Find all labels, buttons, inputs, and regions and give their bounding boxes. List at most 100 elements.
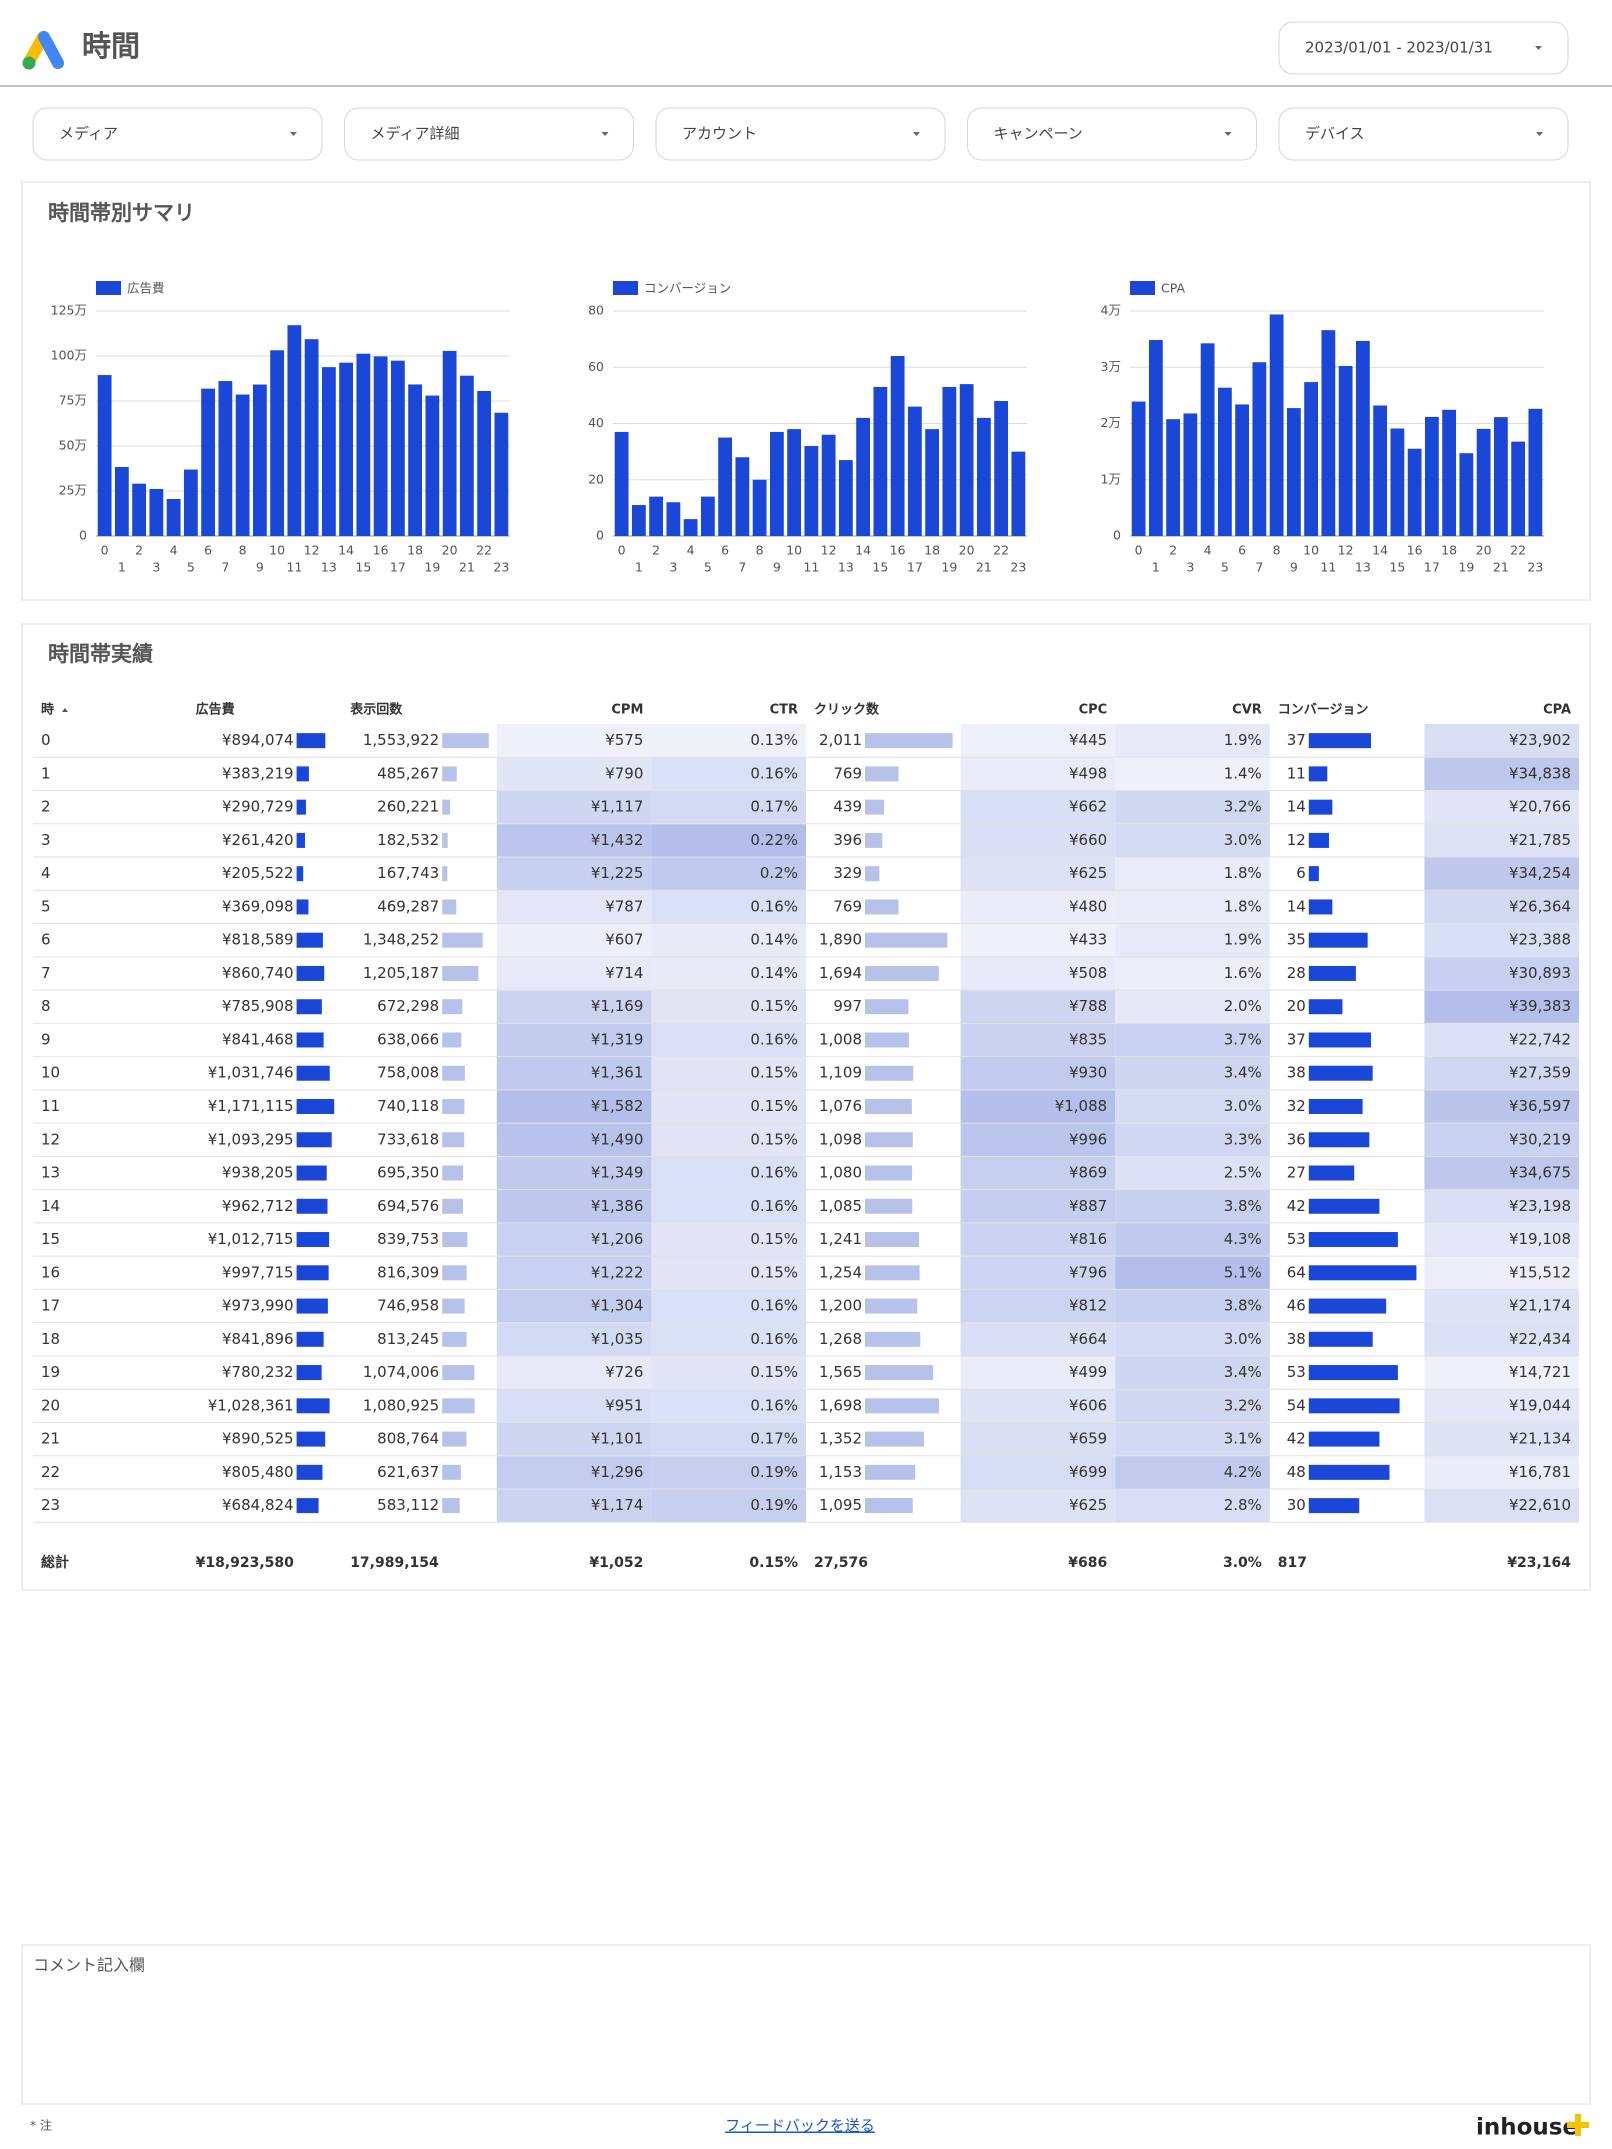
cell-value: 1,098 (819, 1130, 862, 1148)
cell-bar (1308, 1331, 1373, 1347)
x-tick-label: 15 (872, 560, 888, 575)
heat-cell (496, 724, 652, 758)
filter-box[interactable] (967, 107, 1257, 161)
filter-label[interactable]: デバイス (1305, 125, 1365, 143)
x-tick-label: 11 (1320, 560, 1336, 575)
x-tick-label: 3 (669, 560, 677, 575)
caret[interactable] (1535, 46, 1542, 50)
column-header[interactable]: 表示回数 (349, 702, 403, 718)
column-header[interactable]: CTR (770, 703, 798, 718)
filter-box[interactable] (344, 107, 634, 161)
y-tick-label: 0 (1113, 528, 1121, 543)
column-header[interactable]: CPA (1543, 703, 1571, 718)
cell-value: 1.8% (1224, 864, 1262, 882)
cell-bar (1308, 999, 1343, 1015)
cell-value: ¥22,610 (1509, 1496, 1571, 1514)
column-header[interactable]: 時 (41, 702, 54, 718)
filter-dropdown[interactable]: デバイス (1278, 107, 1569, 161)
sort-arrow[interactable] (62, 708, 68, 712)
filter-box[interactable] (655, 107, 946, 161)
cell-bar (865, 766, 899, 782)
bar (390, 360, 405, 536)
column-header[interactable]: CPM (611, 703, 643, 718)
heat-cell (960, 923, 1116, 957)
date-range[interactable]: 2023/01/01 - 2023/01/31 (1305, 39, 1493, 57)
cell-value: 1,074,006 (363, 1363, 439, 1381)
heat-cell (1115, 790, 1270, 824)
cell-bar (865, 899, 899, 915)
filter-dropdown[interactable]: メディア (32, 107, 323, 161)
date-picker[interactable]: 2023/01/01 - 2023/01/31 (1278, 21, 1569, 75)
cell-value: 1,241 (819, 1230, 862, 1248)
filter-box[interactable] (1278, 107, 1569, 161)
cell-value: ¥659 (1069, 1430, 1107, 1448)
cell-bar (296, 1198, 328, 1214)
cell-value: 3.0% (1224, 1097, 1262, 1115)
filter-label[interactable]: メディア (59, 125, 118, 143)
heat-cell (1115, 1455, 1270, 1489)
cell-bar (865, 799, 885, 815)
column-header[interactable]: CVR (1232, 703, 1262, 718)
cell-bar (1308, 832, 1329, 848)
filter-box[interactable] (32, 107, 323, 161)
cell-bar (865, 965, 939, 981)
cell-value: 1,352 (819, 1430, 862, 1448)
column-header[interactable]: クリック数 (814, 702, 880, 718)
filter-dropdown[interactable]: メディア詳細 (344, 107, 634, 161)
cell-value: ¥445 (1069, 731, 1107, 749)
bar (787, 429, 802, 536)
heat-cell (1424, 1256, 1579, 1290)
filter-dropdown[interactable]: アカウント (655, 107, 946, 161)
x-tick-label: 4 (170, 543, 178, 558)
cell-value: ¥22,742 (1509, 1030, 1571, 1048)
cell-value: 2.0% (1224, 997, 1262, 1015)
cell-value: 54 (1287, 1396, 1306, 1414)
bar (683, 519, 698, 536)
heat-cell (960, 1222, 1116, 1257)
column-header[interactable]: コンバージョン (1278, 703, 1369, 718)
heat-cell (960, 1089, 1116, 1124)
cell-value: ¥997,715 (222, 1263, 294, 1281)
x-tick-label: 17 (390, 560, 406, 575)
x-tick-label: 16 (890, 543, 906, 558)
bar (1373, 405, 1388, 536)
filter-label[interactable]: メディア詳細 (371, 125, 460, 143)
y-tick-label: 50万 (59, 438, 87, 453)
bar (218, 381, 233, 536)
feedback-link[interactable]: フィードバックを送る (725, 2117, 875, 2135)
column-header[interactable]: 広告費 (196, 702, 235, 718)
legend-swatch (96, 281, 121, 295)
cell-value: ¥205,522 (222, 864, 294, 882)
caret[interactable] (913, 132, 920, 136)
filter-dropdown[interactable]: キャンペーン (967, 107, 1257, 161)
filter-label[interactable]: キャンペーン (994, 125, 1083, 143)
cell-value: 1.9% (1224, 731, 1262, 749)
cell-value: 27 (1287, 1164, 1306, 1182)
cell-value: ¥1,171,115 (208, 1097, 294, 1115)
caret[interactable] (1536, 132, 1543, 136)
cell-bar (865, 1498, 913, 1514)
caret[interactable] (601, 132, 609, 136)
cell-value: 4.2% (1224, 1463, 1262, 1481)
caret[interactable] (290, 132, 297, 136)
cell-bar (865, 1032, 909, 1048)
cell-value: 14 (1287, 897, 1306, 915)
bar (97, 375, 112, 536)
cell-value: 583,112 (377, 1496, 439, 1514)
cell-bar (865, 1431, 924, 1447)
column-header[interactable]: CPC (1079, 703, 1108, 718)
cell-value: 35 (1287, 931, 1306, 949)
date-picker-box[interactable] (1278, 21, 1569, 75)
caret[interactable] (1224, 132, 1232, 136)
x-tick-label: 16 (373, 543, 389, 558)
cell-value: ¥930 (1069, 1064, 1107, 1082)
x-tick-label: 19 (424, 560, 440, 575)
cell-bar (1308, 1265, 1417, 1281)
cell-bar (296, 1464, 323, 1480)
filter-label[interactable]: アカウント (682, 125, 757, 143)
cell-value: ¥1,093,295 (208, 1130, 294, 1148)
bar (752, 479, 767, 536)
cell-value: 0.15% (750, 1363, 798, 1381)
bar (873, 386, 888, 536)
